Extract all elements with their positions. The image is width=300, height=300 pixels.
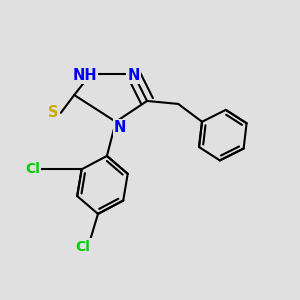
Text: N: N: [128, 68, 140, 83]
Text: Cl: Cl: [25, 162, 40, 176]
Text: N: N: [114, 120, 127, 135]
Text: Cl: Cl: [76, 240, 91, 254]
Text: NH: NH: [72, 68, 97, 83]
Text: N: N: [114, 120, 127, 135]
Text: NH: NH: [72, 68, 97, 83]
Text: S: S: [48, 105, 59, 120]
Text: N: N: [128, 68, 140, 83]
